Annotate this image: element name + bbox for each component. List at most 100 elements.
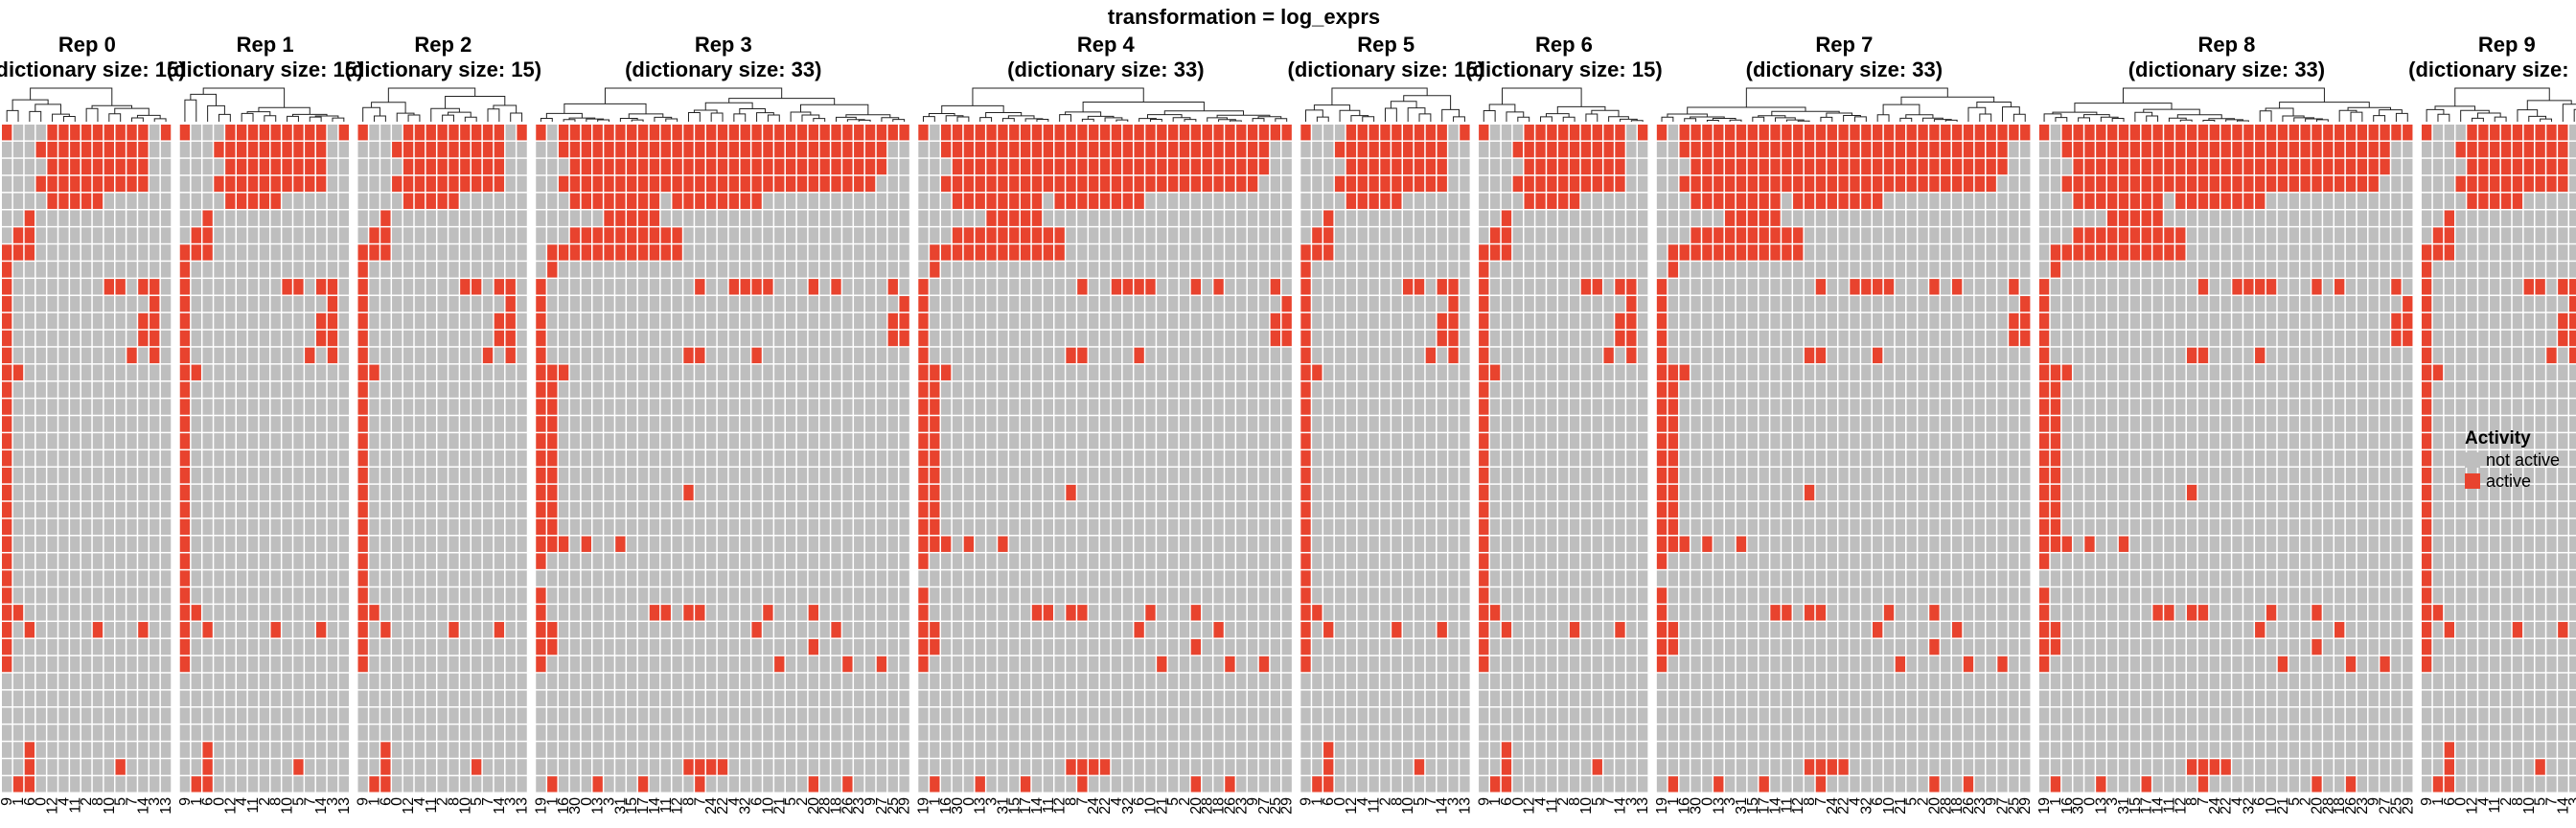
heatmap-cell xyxy=(1414,227,1425,243)
heatmap-cell xyxy=(1437,416,1447,432)
heatmap-cell xyxy=(604,707,614,724)
heatmap-cell-active xyxy=(270,158,281,175)
heatmap-cell xyxy=(482,364,494,380)
heatmap-cell xyxy=(808,484,818,501)
heatmap-cell xyxy=(1368,312,1379,330)
heatmap-cell-active xyxy=(1270,312,1280,330)
heatmap-cell xyxy=(1213,638,1224,656)
heatmap-cell xyxy=(1089,570,1099,586)
heatmap-cell xyxy=(717,244,728,261)
heatmap-cell xyxy=(1020,347,1031,364)
heatmap-cell xyxy=(975,742,985,758)
heatmap-cell-active xyxy=(672,158,682,175)
heatmap-cell xyxy=(1202,227,1212,243)
dendrogram-branch xyxy=(799,104,869,115)
heatmap-cell xyxy=(150,553,160,569)
heatmap-cell xyxy=(1334,262,1346,278)
heatmap-cell xyxy=(536,175,546,193)
heatmap-cell-active xyxy=(1077,193,1088,209)
heatmap-cell xyxy=(104,759,114,775)
heatmap-cell xyxy=(1281,742,1292,758)
dendrogram-branch xyxy=(1024,118,1044,122)
column-label: 22 xyxy=(715,797,731,815)
heatmap-cell-active xyxy=(592,125,603,141)
heatmap-cell xyxy=(369,553,380,569)
heatmap-cell xyxy=(47,742,58,758)
heatmap-cell xyxy=(505,776,516,793)
heatmap-cell xyxy=(70,347,80,364)
heatmap-cell-active xyxy=(683,605,694,621)
heatmap-cell xyxy=(842,759,853,775)
heatmap-cell xyxy=(819,673,830,690)
heatmap-cell xyxy=(315,295,327,312)
heatmap-cell xyxy=(717,518,728,536)
heatmap-cell xyxy=(986,330,997,347)
heatmap-cell xyxy=(293,587,304,604)
heatmap-cell-active xyxy=(581,244,591,261)
heatmap-cell xyxy=(437,279,448,295)
heatmap-cell xyxy=(1077,622,1088,638)
heatmap-cell xyxy=(460,501,471,518)
heatmap-cell-active xyxy=(592,193,603,209)
heatmap-cell xyxy=(505,484,516,501)
column-label: 2 xyxy=(794,797,811,806)
heatmap-cell xyxy=(202,312,213,330)
heatmap-cell xyxy=(1213,210,1224,226)
heatmap-cell-active xyxy=(1403,158,1414,175)
heatmap-cell xyxy=(327,175,338,193)
heatmap-cell xyxy=(785,776,796,793)
heatmap-cell xyxy=(259,724,270,741)
heatmap-cell-active xyxy=(592,175,603,193)
heatmap-cell xyxy=(437,518,448,536)
heatmap-cell xyxy=(1403,262,1414,278)
heatmap-cell xyxy=(517,450,527,467)
heatmap-cell-active xyxy=(270,622,281,638)
heatmap-cell xyxy=(930,570,940,586)
heatmap-cell xyxy=(12,501,24,518)
heatmap-cell xyxy=(270,518,281,536)
heatmap-cell xyxy=(92,433,104,449)
heatmap-cell xyxy=(998,484,1008,501)
heatmap-cell-active xyxy=(315,279,327,295)
heatmap-cell xyxy=(282,638,292,656)
heatmap-cell xyxy=(1281,347,1292,364)
heatmap-cell xyxy=(1460,399,1470,415)
heatmap-cell xyxy=(864,707,876,724)
heatmap-cell xyxy=(1236,467,1247,484)
heatmap-cell xyxy=(1357,381,1368,398)
heatmap-cell xyxy=(70,279,80,295)
heatmap-cell xyxy=(1225,759,1235,775)
heatmap-cell xyxy=(536,742,546,758)
heatmap-cell xyxy=(179,742,191,758)
heatmap-cell xyxy=(115,330,126,347)
heatmap-cell xyxy=(637,536,649,552)
heatmap-cell-active xyxy=(774,141,785,158)
heatmap-cell xyxy=(1168,193,1179,209)
heatmap-cell xyxy=(627,536,637,552)
heatmap-cell xyxy=(831,262,841,278)
heatmap-cell xyxy=(293,364,304,380)
heatmap-cell xyxy=(1323,518,1334,536)
heatmap-cell xyxy=(35,605,46,621)
heatmap-cell xyxy=(1168,330,1179,347)
heatmap-cell xyxy=(1403,227,1414,243)
heatmap-cell xyxy=(115,193,126,209)
heatmap-cell-active xyxy=(1066,484,1076,501)
heatmap-cell-active xyxy=(426,125,436,141)
heatmap-cell xyxy=(293,210,304,226)
heatmap-cell xyxy=(876,227,887,243)
heatmap-cell xyxy=(717,262,728,278)
heatmap-cell xyxy=(1099,450,1111,467)
heatmap-cell xyxy=(1225,690,1235,707)
column-label: 12 xyxy=(670,797,686,815)
heatmap-cell xyxy=(1066,638,1076,656)
heatmap-cell xyxy=(1134,673,1144,690)
heatmap-cell xyxy=(941,433,952,449)
heatmap-cell xyxy=(876,467,887,484)
heatmap-cell-active xyxy=(918,518,929,536)
heatmap-cell xyxy=(831,724,841,741)
heatmap-cell xyxy=(460,416,471,432)
heatmap-cell xyxy=(305,467,315,484)
heatmap-cell xyxy=(92,707,104,724)
heatmap-cell-active xyxy=(2,364,12,380)
